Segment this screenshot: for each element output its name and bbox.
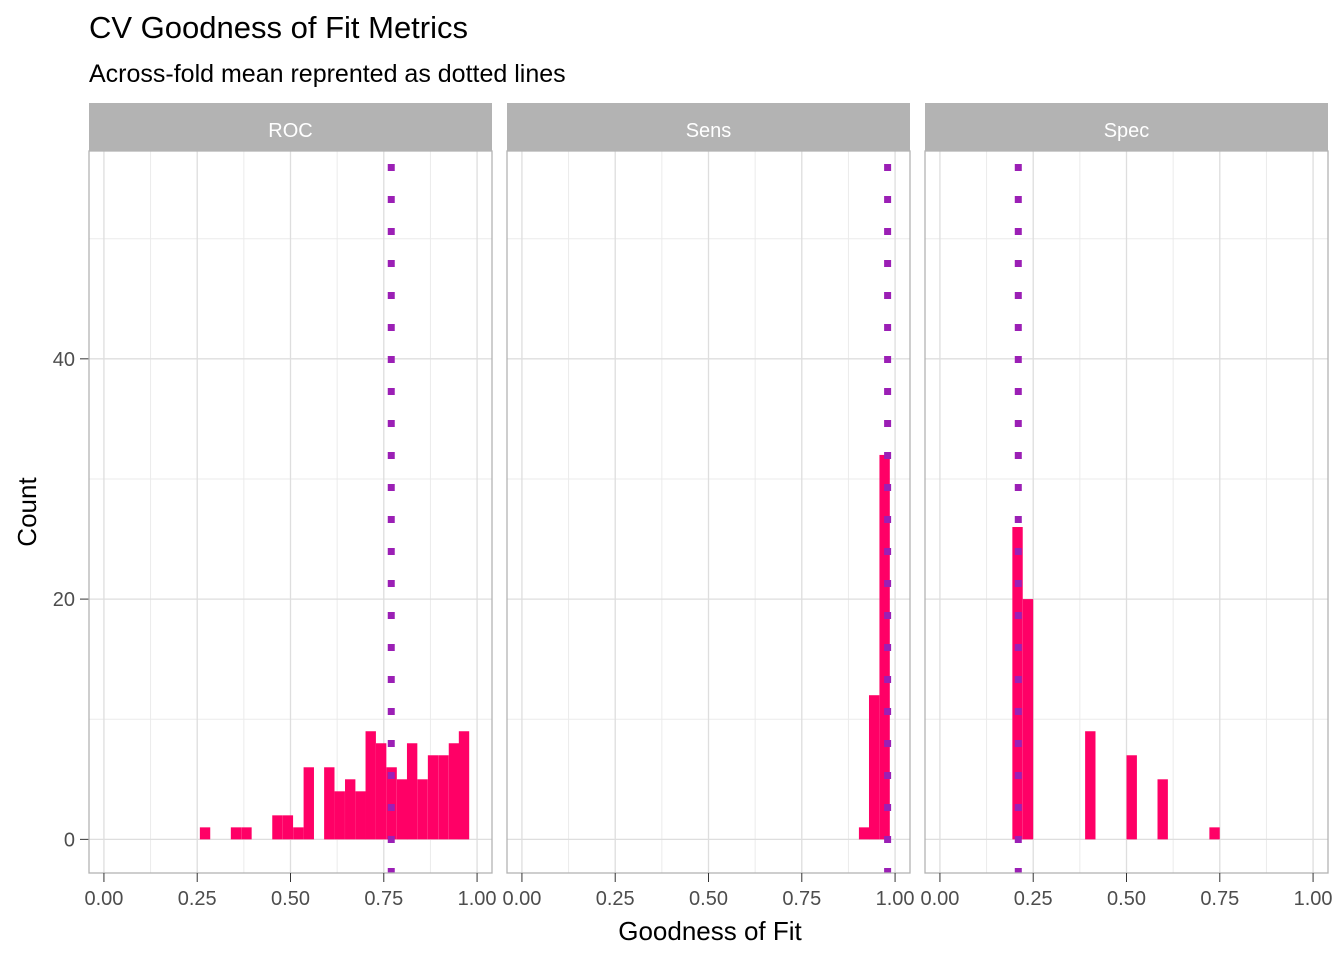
chart-subtitle: Across-fold mean reprented as dotted lin… [89,60,566,88]
histogram-bar [406,743,418,840]
x-tick-label: 0.00 [84,888,123,910]
histogram-bar [1157,779,1168,840]
y-tick-label: 20 [53,589,75,611]
facet-panel-sens: Sens 0.00 0.25 0.50 0.75 1.00 [502,103,915,910]
y-tick-label: 40 [53,349,75,371]
x-tick-label: 0.25 [596,888,635,910]
facet-strip-label: ROC [268,120,312,142]
facet-panel-spec: Spec 0.00 0.25 0.50 0.75 1.00 [920,103,1333,910]
y-axis-title: Count [12,477,42,547]
histogram-bar [858,827,870,840]
x-tick-label: 0.00 [502,888,541,910]
histogram-bar [1012,527,1023,840]
histogram-bar [868,695,880,840]
facet-strip-label: Sens [686,120,732,142]
x-tick-label: 1.00 [876,888,915,910]
histogram-bar [1126,755,1137,840]
histogram-bar [345,779,356,840]
histogram-bar [1085,731,1096,840]
x-tick-label: 0.75 [1200,888,1239,910]
x-axis-title: Goodness of Fit [618,916,802,946]
x-tick-label: 1.00 [458,888,497,910]
facet-strip [89,103,492,151]
x-tick-label: 0.25 [1014,888,1053,910]
y-tick-label: 0 [64,829,75,851]
x-tick-label: 0.75 [364,888,403,910]
histogram-bar [365,731,376,840]
histogram-bar [324,767,335,840]
x-tick-label: 0.75 [782,888,821,910]
histogram-bar [386,767,397,840]
histogram-bar [427,755,439,840]
x-tick-label: 0.25 [178,888,217,910]
histogram-bar [334,791,345,840]
x-tick-label: 0.50 [689,888,728,910]
histogram-bar [303,767,314,840]
histogram-bar [230,827,242,840]
x-tick-label: 0.00 [920,888,959,910]
chart-title: CV Goodness of Fit Metrics [89,10,469,45]
histogram-bar [355,791,366,840]
histogram-bar [293,827,304,840]
histogram-bar [1209,827,1220,840]
facet-panel-roc: ROC 0.00 0.25 0.50 0.75 1.00 [84,103,497,910]
histogram-bar [282,815,294,840]
histogram-bar [375,743,387,840]
x-tick-label: 0.50 [1107,888,1146,910]
x-tick-label: 1.00 [1294,888,1333,910]
histogram-bar [458,731,470,840]
histogram-bar [199,827,211,840]
histogram-bar [417,779,428,840]
histogram-bar [438,755,449,840]
histogram-bar [396,779,408,840]
histogram-bar [272,815,283,840]
histogram-bar [448,743,460,840]
histogram-bar [1022,599,1034,840]
histogram-bar [241,827,252,840]
facet-strip-label: Spec [1104,120,1150,142]
facet-strip [925,103,1328,151]
x-tick-label: 0.50 [271,888,310,910]
facet-strip [507,103,910,151]
